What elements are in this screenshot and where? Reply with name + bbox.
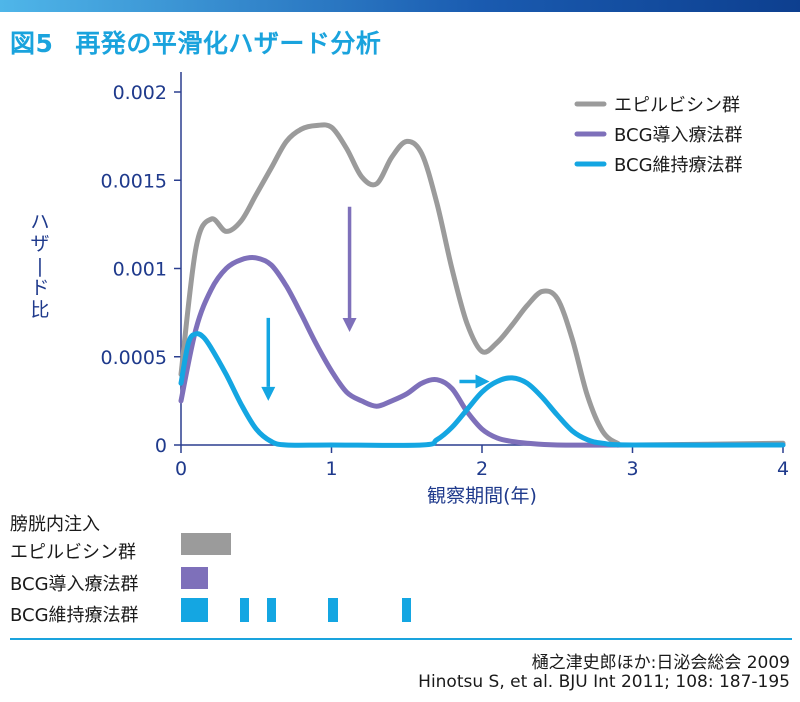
schedule-bar-bcg-maintenance xyxy=(328,598,338,622)
schedule-row-label-bcg-maintenance: BCG維持療法群 xyxy=(10,605,139,626)
y-tick-label: 0.0015 xyxy=(101,170,167,192)
annotation-arrow xyxy=(342,206,357,333)
legend-item-bcg-maintenance: BCG維持療法群 xyxy=(574,155,743,176)
x-tick-label: 0 xyxy=(175,458,187,480)
series-line-epirubicin xyxy=(178,122,786,448)
figure-title-text: 再発の平滑化ハザード分析 xyxy=(75,29,382,58)
figure-number: 図5 xyxy=(10,29,54,58)
x-tick-label: 1 xyxy=(325,458,337,480)
annotation-arrow xyxy=(261,317,276,401)
x-axis-label: 観察期間(年) xyxy=(427,485,537,507)
citation-line-1: 樋之津史郎ほか:日泌会総会 2009 xyxy=(531,653,790,673)
schedule-bar-bcg-maintenance xyxy=(239,598,249,622)
annotation-arrow xyxy=(459,374,490,389)
legend-label: エピルビシン群 xyxy=(614,95,740,116)
instillation-heading: 膀胱内注入 xyxy=(10,514,100,535)
schedule-bar-bcg-maintenance xyxy=(181,598,209,622)
y-tick-label: 0 xyxy=(155,435,167,457)
y-tick-label: 0.002 xyxy=(113,82,167,104)
header-accent-bar xyxy=(0,0,800,12)
series-line-bcg-maintenance xyxy=(178,331,786,448)
x-tick-label: 2 xyxy=(476,458,488,480)
schedule-row-label-epirubicin: エピルビシン群 xyxy=(10,542,136,563)
legend-item-bcg-induction: BCG導入療法群 xyxy=(574,125,743,146)
schedule-bar-bcg-maintenance xyxy=(402,598,412,622)
schedule-row-label-bcg-induction: BCG導入療法群 xyxy=(10,574,139,595)
legend-label: BCG導入療法群 xyxy=(614,125,743,146)
legend-item-epirubicin: エピルビシン群 xyxy=(574,95,740,116)
y-axis-label: ハザ|ド比 xyxy=(30,211,49,321)
schedule-bar-epirubicin xyxy=(181,533,231,555)
schedule-bar-bcg-induction xyxy=(181,567,209,589)
x-tick-label: 4 xyxy=(777,458,789,480)
y-tick-label: 0.001 xyxy=(113,259,167,281)
citation-line-2: Hinotsu S, et al. BJU Int 2011; 108: 187… xyxy=(418,672,790,692)
y-tick-label: 0.0005 xyxy=(101,347,167,369)
x-tick-label: 3 xyxy=(626,458,638,480)
legend-label: BCG維持療法群 xyxy=(614,155,743,176)
schedule-bar-bcg-maintenance xyxy=(266,598,276,622)
series-line-bcg-induction xyxy=(178,255,786,448)
figure-title: 図5 再発の平滑化ハザード分析 xyxy=(10,24,381,60)
footer-divider xyxy=(10,638,792,640)
